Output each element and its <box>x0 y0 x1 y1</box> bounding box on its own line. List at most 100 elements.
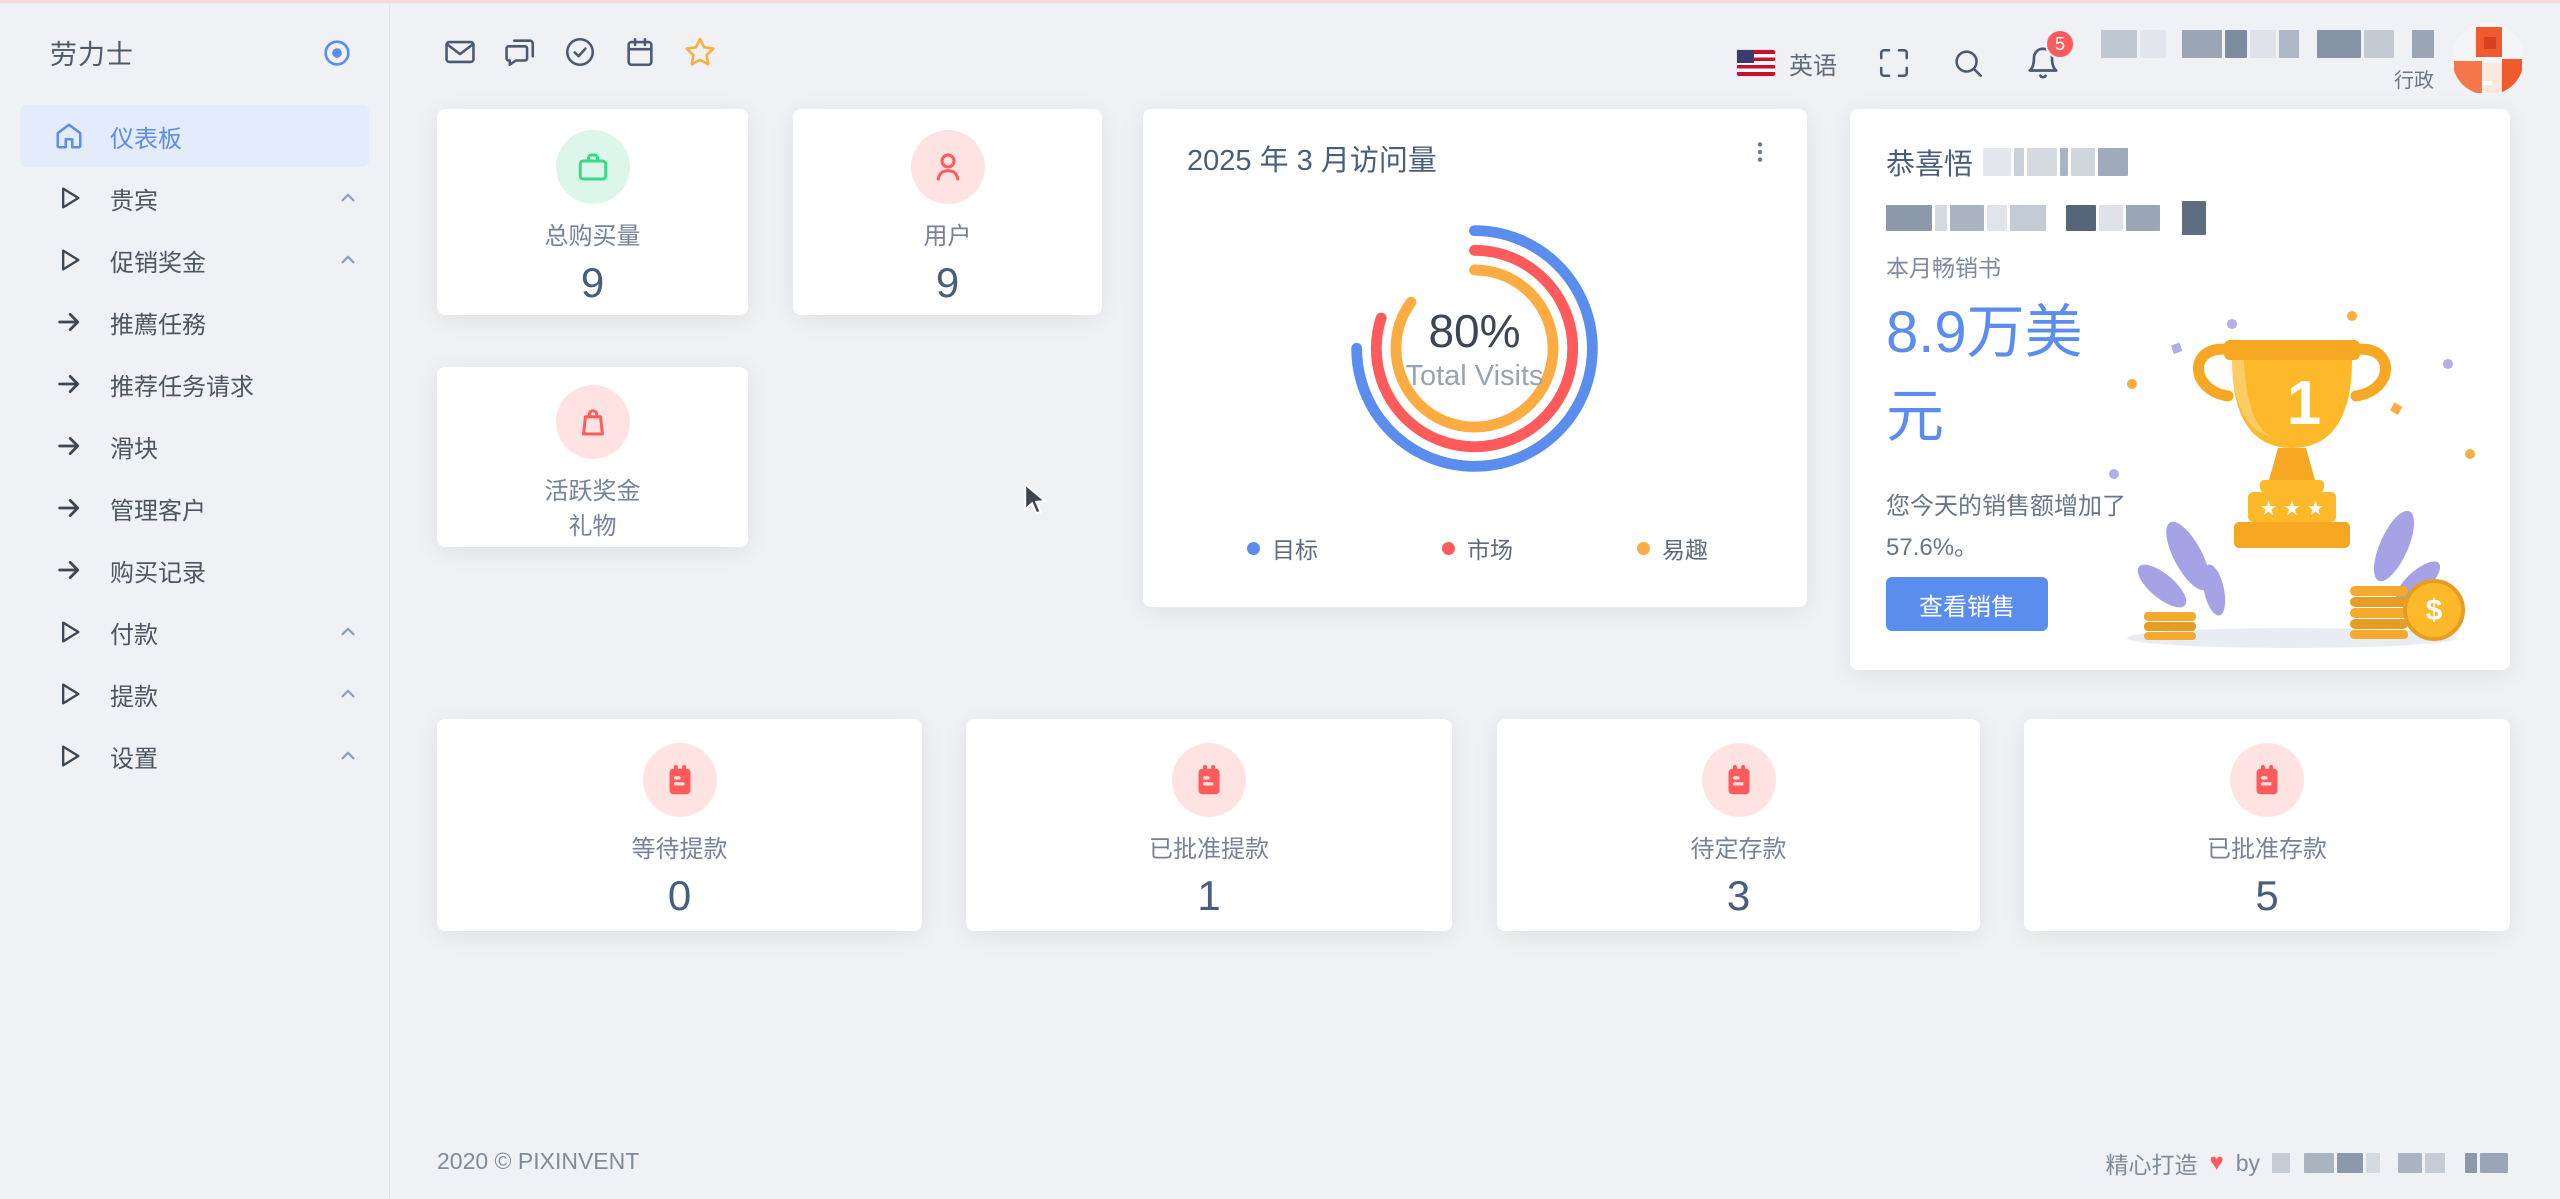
user-menu[interactable]: 行政 <box>2101 17 2524 95</box>
play-icon <box>52 677 86 711</box>
total-visits-label: Total Visits <box>1405 360 1544 392</box>
ledger-icon <box>642 743 717 817</box>
search-icon[interactable] <box>1951 46 1985 80</box>
stat-label: 已批准提款 <box>1149 836 1269 863</box>
stat-label: 活跃奖金 礼物 <box>544 478 641 540</box>
home-icon <box>52 119 86 153</box>
total-visits-percent: 80% <box>1428 305 1521 357</box>
redacted-name-line2 <box>1886 201 2206 235</box>
stat-value: 9 <box>935 258 960 306</box>
sidebar-item-slider[interactable]: 滑块 <box>0 415 389 477</box>
sidebar-item-label: 付款 <box>110 621 158 649</box>
sidebar-item-vip[interactable]: 贵宾 <box>0 167 389 229</box>
legend-goal: 目标 <box>1247 531 1318 565</box>
sidebar-nav: 仪表板 贵宾 促销奖金 推薦任務 推荐任务请求 滑块 <box>0 105 389 787</box>
sidebar-item-label: 提款 <box>110 683 158 711</box>
check-circle-icon[interactable] <box>563 35 597 69</box>
menu-pin-toggle-icon[interactable] <box>321 37 353 69</box>
stat-value: 3 <box>1726 871 1751 919</box>
view-sales-button[interactable]: 查看销售 <box>1886 577 2048 631</box>
navbar-shortcut-icons <box>443 35 717 69</box>
kebab-menu-icon[interactable] <box>1747 139 1773 170</box>
stat-value: 9 <box>580 258 605 306</box>
footer-copyright: 2020 © PIXINVENT <box>437 1148 640 1174</box>
svg-text:$: $ <box>2426 594 2443 627</box>
play-icon <box>52 615 86 649</box>
stat-value: 1 <box>1197 871 1221 919</box>
navbar-right-group: 英语 5 行政 <box>1737 17 2524 95</box>
sidebar-item-referral-tasks[interactable]: 推薦任務 <box>0 291 389 353</box>
legend-ebay: 易趣 <box>1637 531 1708 565</box>
arrow-right-icon <box>52 553 86 587</box>
chat-icon[interactable] <box>503 35 537 69</box>
legend-market: 市场 <box>1442 531 1513 565</box>
legend-dot <box>1442 541 1455 555</box>
chevron-up-icon <box>337 621 359 643</box>
ledger-icon <box>1701 743 1776 817</box>
sidebar-item-payments[interactable]: 付款 <box>0 601 389 663</box>
card-pending-deposits: 待定存款 3 <box>1497 719 1980 931</box>
brand-name: 劳力士 <box>50 40 134 70</box>
user-text: 行政 <box>2101 29 2434 93</box>
stat-label: 用户 <box>923 223 972 250</box>
arrow-right-icon <box>52 305 86 339</box>
top-progress-line <box>0 0 2560 3</box>
radial-bar-chart: 80% Total Visits <box>1337 211 1612 486</box>
ledger-icon <box>1172 743 1246 817</box>
sidebar-item-label: 购买记录 <box>110 559 206 587</box>
footer-credit-by: by <box>2235 1149 2260 1176</box>
card-approved-withdrawals: 已批准提款 1 <box>966 719 1452 931</box>
top-navbar: 英语 5 行政 <box>391 3 2560 105</box>
avatar[interactable] <box>2452 23 2524 95</box>
card-pending-withdrawals: 等待提款 0 <box>437 719 922 931</box>
language-label: 英语 <box>1789 52 1837 80</box>
notifications-bell[interactable]: 5 <box>2025 29 2075 81</box>
redacted-credit <box>2272 1153 2508 1173</box>
briefcase-icon <box>555 130 630 204</box>
legend-label: 目标 <box>1272 537 1318 563</box>
sidebar-item-settings[interactable]: 设置 <box>0 725 389 787</box>
congrats-subtitle: 本月畅销书 <box>1886 255 2001 281</box>
sidebar-item-dashboard[interactable]: 仪表板 <box>20 105 369 167</box>
chevron-up-icon <box>337 187 359 209</box>
star-icon[interactable] <box>683 35 717 69</box>
card-monthly-visits: 2025 年 3 月访问量 80% Total Visits 目标 市场 <box>1143 109 1807 607</box>
heart-icon: ♥ <box>2209 1149 2224 1176</box>
sidebar-item-label: 推荐任务请求 <box>110 373 254 401</box>
sidebar-item-promo-bonus[interactable]: 促销奖金 <box>0 229 389 291</box>
sidebar-item-label: 促销奖金 <box>110 249 206 277</box>
us-flag-icon <box>1737 50 1775 76</box>
calendar-icon[interactable] <box>623 35 657 69</box>
language-selector[interactable]: 英语 <box>1737 46 1837 81</box>
sidebar-item-label: 贵宾 <box>110 187 158 215</box>
legend-dot <box>1247 541 1260 555</box>
stat-value: 5 <box>2255 871 2279 919</box>
stat-label: 等待提款 <box>631 836 728 863</box>
legend-label: 易趣 <box>1662 537 1708 563</box>
sidebar-item-label: 推薦任務 <box>110 311 206 339</box>
card-congratulations: 恭喜悟 本月畅销书 8.9万美元 您今天的销售额增加了 57.6%。 查看销售 <box>1850 109 2510 670</box>
mail-icon[interactable] <box>443 35 477 69</box>
sidebar-item-manage-customers[interactable]: 管理客户 <box>0 477 389 539</box>
redacted-name <box>1983 148 2129 176</box>
play-icon <box>52 243 86 277</box>
ledger-icon <box>2230 743 2304 817</box>
sidebar-item-withdrawals[interactable]: 提款 <box>0 663 389 725</box>
sidebar-item-referral-task-requests[interactable]: 推荐任务请求 <box>0 353 389 415</box>
radial-center: 80% Total Visits <box>1337 211 1612 486</box>
visits-card-title: 2025 年 3 月访问量 <box>1187 145 1437 177</box>
svg-text:1: 1 <box>2287 369 2321 438</box>
shopping-bag-icon <box>555 385 630 459</box>
trophy-illustration: $ 1 ★ ★ ★ <box>2109 311 2475 648</box>
stat-label: 待定存款 <box>1690 836 1787 863</box>
svg-text:★ ★ ★: ★ ★ ★ <box>2260 498 2325 520</box>
card-active-bonus-gifts: 活跃奖金 礼物 <box>437 367 748 547</box>
chevron-up-icon <box>337 249 359 271</box>
sidebar: 劳力士 仪表板 贵宾 促销奖金 <box>0 3 390 1199</box>
card-total-purchases: 总购买量 9 <box>437 109 748 315</box>
play-icon <box>52 181 86 215</box>
fullscreen-icon[interactable] <box>1877 46 1911 80</box>
user-icon <box>910 130 985 204</box>
sidebar-item-purchase-history[interactable]: 购买记录 <box>0 539 389 601</box>
